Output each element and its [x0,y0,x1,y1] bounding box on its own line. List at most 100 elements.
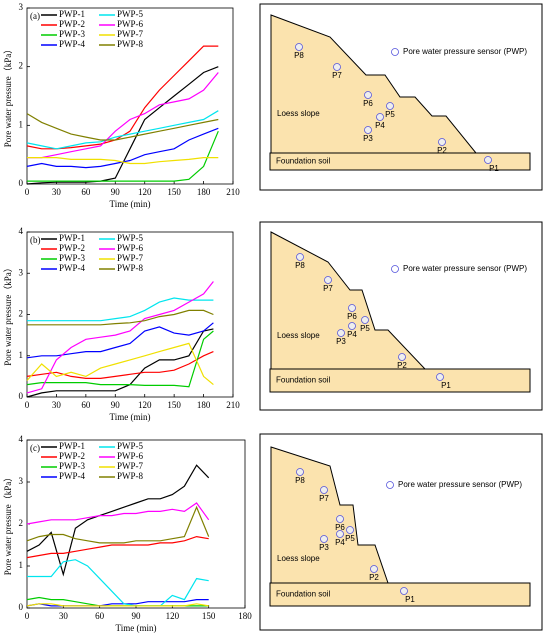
sensor [320,535,328,543]
legend-label: PWP-6 [117,451,144,461]
legend-label: PWP-7 [117,253,144,263]
series-line [26,505,210,544]
y-tick-label: 1 [19,560,24,570]
sensor-label: P3 [363,134,373,143]
series-line [26,351,214,379]
legend-label: Pore water pressure sensor (PWP) [398,480,522,489]
x-axis-title: Time (min) [110,199,151,209]
legend-label: PWP-2 [59,19,85,29]
sensor-label: P8 [294,51,304,60]
sensor [348,304,356,312]
sensor-label: P2 [397,361,407,370]
sensor [337,329,345,337]
series-line [27,559,209,607]
foundation-label: Foundation soil [276,376,330,385]
panel-label: (b) [30,235,41,245]
foundation [269,152,531,171]
legend-label: PWP-3 [59,29,86,39]
x-tick-label: 150 [167,400,181,410]
x-tick-label: 30 [52,187,62,197]
legend-label: PWP-5 [117,441,144,451]
sensor-label: P6 [347,312,357,321]
x-tick-label: 90 [132,611,142,621]
series-line [26,66,219,185]
foundation [269,368,531,393]
legend-marker [386,481,394,489]
x-tick-label: 0 [25,400,30,410]
sensor-label: P6 [363,99,373,108]
legend-label: PWP-1 [59,441,85,451]
sensor-label: P2 [369,573,379,582]
legend-label: PWP-2 [59,243,85,253]
x-tick-label: 90 [111,187,121,197]
sensor [370,565,378,573]
y-tick-label: 0 [19,602,24,612]
legend-label: PWP-8 [117,39,144,49]
x-tick-label: 60 [81,400,91,410]
sensor-label: P3 [336,337,346,346]
legend-label: PWP-4 [59,263,86,273]
series-line [26,328,214,398]
x-tick-label: 30 [52,400,62,410]
legend-label: PWP-7 [117,461,144,471]
sensor-label: P4 [375,121,385,130]
legend-marker [391,265,399,273]
x-tick-label: 180 [238,611,252,621]
series-line [26,45,219,150]
y-axis-title: Pore water pressure（kPa） [3,45,13,147]
series-line [26,342,214,386]
plot-frame [26,7,234,185]
legend-label: PWP-1 [59,9,85,19]
sensor-label: P4 [335,538,345,547]
sensor [364,91,372,99]
sensor [296,253,304,261]
x-tick-label: 60 [95,611,105,621]
sensor-label: P7 [323,284,333,293]
sensor [333,63,341,71]
series-line [26,603,209,607]
panel-label: (a) [30,11,40,21]
sensor [436,373,444,381]
sensor-label: P5 [385,110,395,119]
y-tick-label: 1 [19,119,24,129]
series-line [27,297,214,322]
legend-label: PWP-8 [117,263,144,273]
y-tick-label: 0 [19,178,24,188]
foundation [269,582,531,607]
legend-label: PWP-4 [59,39,86,49]
series-line [27,309,214,326]
legend-label: PWP-2 [59,451,85,461]
series-line [26,281,214,394]
legend-label: Pore water pressure sensor (PWP) [403,47,527,56]
sensor [320,486,328,494]
x-tick-label: 120 [138,187,152,197]
sensor-label: P1 [441,381,451,390]
x-tick-label: 120 [166,611,180,621]
x-tick-label: 90 [111,400,121,410]
x-tick-label: 150 [167,187,181,197]
y-axis-title: Pore water pressure（kPa） [3,473,13,575]
y-tick-label: 4 [19,434,24,444]
series-line [27,130,219,182]
y-tick-label: 1 [19,350,24,360]
sensor [376,113,384,121]
sensor-label: P7 [319,494,329,503]
series-line [26,535,209,559]
y-tick-label: 2 [19,61,24,71]
legend-label: PWP-6 [117,19,144,29]
x-axis-title: Time (min) [110,412,151,422]
y-tick-label: 3 [19,2,24,12]
legend-label: Pore water pressure sensor (PWP) [403,264,527,273]
legend-label: PWP-8 [117,471,144,481]
slope-label: Loess slope [277,331,320,340]
x-tick-label: 210 [226,400,240,410]
x-tick-label: 150 [202,611,216,621]
sensor [296,468,304,476]
y-axis-title: Pore water pressure（kPa） [3,263,13,365]
sensor-label: P1 [405,595,415,604]
sensor [324,276,332,284]
sensor [438,138,446,146]
sensor [484,156,492,164]
sensor [364,126,372,134]
